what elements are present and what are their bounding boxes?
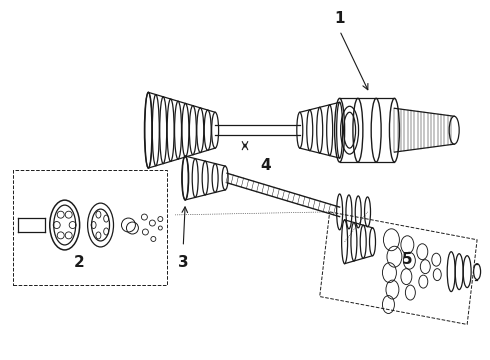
Text: 4: 4 — [260, 158, 270, 172]
Text: 1: 1 — [334, 10, 345, 26]
Text: 5: 5 — [402, 252, 413, 267]
Bar — [13, 170, 167, 285]
Text: 2: 2 — [74, 255, 84, 270]
Text: 3: 3 — [178, 255, 189, 270]
